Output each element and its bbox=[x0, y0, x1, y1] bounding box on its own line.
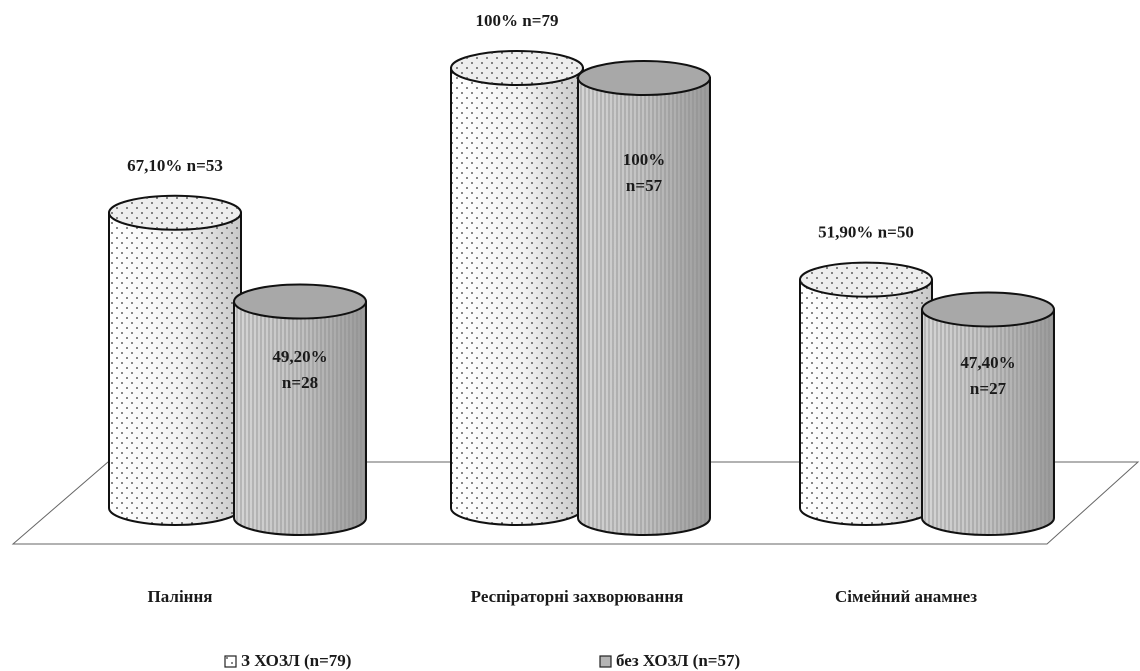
value-labels: 67,10% n=53 49,20% n=28 100% n=79 100% n=57 51… bbox=[127, 11, 1015, 398]
floor bbox=[11, 461, 1140, 545]
category-label-1: Респіраторні захворювання bbox=[471, 587, 684, 606]
value-label-without-copd-0-0: 49,20% bbox=[272, 347, 327, 366]
bar-without-copd-1 bbox=[577, 60, 711, 536]
legend-label-without-copd: без ХОЗЛ (n=57) bbox=[616, 651, 740, 670]
value-label-without-copd-2-1: n=27 bbox=[970, 379, 1007, 398]
legend-item-with-copd: З ХОЗЛ (n=79) bbox=[224, 651, 351, 670]
category-label-0: Паління bbox=[148, 587, 213, 606]
bars bbox=[108, 50, 1055, 536]
value-label-without-copd-0-1: n=28 bbox=[282, 373, 318, 392]
value-label-without-copd-1-1: n=57 bbox=[626, 176, 663, 195]
legend-item-without-copd: без ХОЗЛ (n=57) bbox=[599, 651, 740, 670]
bar-without-copd-2 bbox=[921, 291, 1055, 536]
legend-label-with-copd: З ХОЗЛ (n=79) bbox=[241, 651, 351, 670]
value-label-with-copd-1: 100% n=79 bbox=[476, 11, 559, 30]
value-label-with-copd-2: 51,90% n=50 bbox=[818, 223, 914, 242]
value-label-without-copd-2-0: 47,40% bbox=[960, 353, 1015, 372]
bar-with-copd-2 bbox=[799, 261, 933, 526]
legend: З ХОЗЛ (n=79) без ХОЗЛ (n=57) bbox=[224, 651, 740, 670]
bar-with-copd-1 bbox=[450, 50, 584, 526]
category-labels: Паління Респіраторні захворювання Сімейний… bbox=[148, 587, 978, 606]
value-label-without-copd-1-0: 100% bbox=[623, 150, 666, 169]
bar-with-copd-0 bbox=[108, 194, 242, 526]
category-label-2: Сімейний анамнез bbox=[835, 587, 977, 606]
bar-without-copd-0 bbox=[233, 283, 367, 536]
legend-swatch-with-copd bbox=[224, 655, 237, 668]
value-label-with-copd-0: 67,10% n=53 bbox=[127, 156, 223, 175]
legend-swatch-without-copd bbox=[599, 655, 612, 668]
